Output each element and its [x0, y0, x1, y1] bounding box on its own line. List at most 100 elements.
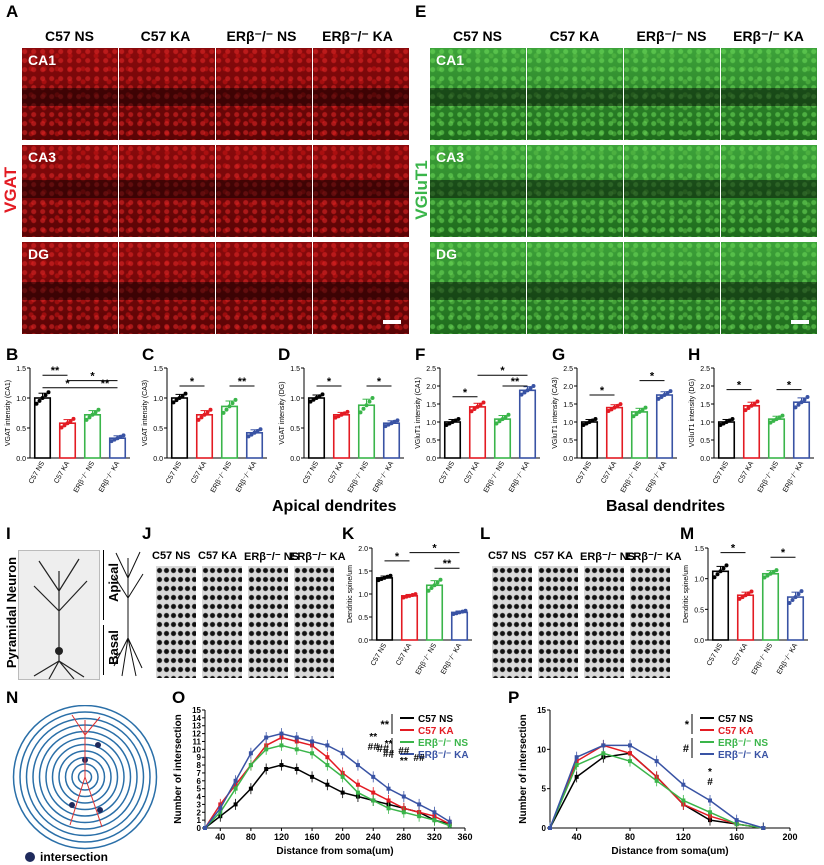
data-point — [771, 569, 776, 574]
basal-dendrite-image-0 — [492, 566, 532, 678]
data-point — [740, 595, 745, 600]
bar — [443, 421, 462, 459]
data-point — [93, 410, 98, 415]
series-point — [371, 798, 376, 803]
vglut1-region-label: CA3 — [436, 149, 465, 165]
y-tick-label: 1.0 — [700, 420, 710, 427]
data-point — [746, 405, 751, 410]
data-point — [500, 417, 505, 422]
y-axis-label: VGluT1 intensity (CA1) — [415, 377, 422, 449]
x-tick-label: C57 NS — [712, 460, 730, 485]
series-point — [355, 782, 360, 787]
series-point — [681, 782, 686, 787]
series-point — [340, 774, 345, 779]
data-point — [765, 573, 770, 578]
y-tick-label: 0.0 — [426, 456, 436, 463]
data-point — [796, 592, 801, 597]
bar — [307, 397, 326, 459]
y-tick-label: 2.5 — [426, 366, 436, 373]
data-point — [749, 403, 754, 408]
data-point — [796, 402, 801, 407]
data-point — [311, 397, 316, 402]
series-point — [264, 735, 269, 740]
y-tick-label: 1.5 — [426, 402, 436, 409]
y-tick-label: 0.5 — [694, 607, 704, 614]
chart-h: 0.0 0.5 1.0 1.5 2.0 2.5 VGluT1 intensity (DG) C… — [689, 366, 814, 494]
data-point — [364, 403, 369, 408]
data-point — [774, 568, 779, 573]
x-tick-label: C57 KA — [600, 460, 618, 485]
data-point — [43, 393, 48, 398]
data-point — [478, 402, 483, 407]
y-tick-label: 0.0 — [16, 456, 26, 463]
x-tick-label: C57 NS — [706, 642, 724, 667]
y-tick-label: 1.0 — [16, 396, 26, 403]
panel-label-p: P — [508, 688, 520, 707]
y-tick-label: 2.0 — [426, 384, 436, 391]
data-point — [379, 577, 384, 582]
y-tick-label: 1.0 — [694, 577, 704, 584]
data-point — [712, 575, 717, 580]
data-point — [401, 595, 406, 600]
data-point — [668, 389, 673, 394]
data-point — [472, 407, 477, 412]
significance-label: ## — [377, 743, 389, 755]
x-tick-label: 160 — [305, 832, 320, 842]
vglut1-ca1-1 — [527, 48, 623, 140]
series-point — [654, 778, 659, 783]
data-point — [429, 586, 434, 591]
y-tick-label: 1.0 — [290, 396, 300, 403]
vgat-region-label: CA3 — [28, 149, 57, 165]
data-point — [656, 396, 661, 401]
series-point — [432, 818, 437, 823]
y-tick-label: 12 — [192, 730, 201, 739]
apical-dendrite-image-3 — [294, 566, 334, 678]
vgat-region-label: CA1 — [28, 52, 57, 68]
y-tick-label: 8 — [197, 761, 202, 770]
series-point — [325, 763, 330, 768]
bar — [767, 418, 786, 459]
bar — [382, 422, 401, 459]
y-tick-label: 7 — [197, 769, 202, 778]
data-point — [752, 401, 757, 406]
series-point — [417, 814, 422, 819]
y-tick-label: 1.0 — [426, 420, 436, 427]
data-point — [456, 416, 461, 421]
legend-entry: ERβ⁻/⁻ KA — [718, 750, 769, 761]
significance-label: ** — [238, 376, 247, 388]
vglut1-ca3-2 — [624, 145, 720, 237]
x-tick-label: ERβ⁻/⁻ KA — [235, 460, 258, 494]
significance-label: * — [463, 387, 468, 399]
y-axis-label: Dendritic spine/um — [683, 565, 690, 623]
data-point — [609, 407, 614, 412]
series-point — [294, 767, 299, 771]
series-point — [325, 782, 330, 787]
data-point — [317, 394, 322, 399]
data-point — [793, 405, 798, 410]
data-point — [793, 595, 798, 600]
series-point — [574, 755, 579, 760]
basal-dendrite-header-2: ERβ⁻/⁻ NS — [580, 551, 635, 563]
data-point — [506, 412, 511, 417]
x-tick-label: ERβ⁻/⁻ KA — [98, 460, 121, 494]
series-point — [233, 802, 238, 807]
series-point — [340, 751, 345, 756]
data-point — [407, 593, 412, 598]
scale-bar — [791, 320, 809, 324]
legend-entry: C57 KA — [418, 726, 454, 737]
x-tick-label: ERβ⁻/⁻ KA — [508, 460, 531, 494]
series-point — [325, 743, 330, 748]
data-point — [481, 400, 486, 405]
bar — [518, 389, 537, 459]
data-point — [618, 402, 623, 407]
data-point — [665, 391, 670, 396]
significance-label: ## — [414, 753, 426, 764]
x-tick-label: 280 — [396, 832, 411, 842]
data-point — [68, 419, 73, 424]
significance-label: ## — [398, 746, 410, 757]
significance-label: ** — [369, 732, 377, 743]
legend-entry: ERβ⁻/⁻ KA — [418, 750, 469, 761]
pyramidal-neuron-image — [18, 550, 100, 680]
y-tick-label: 0.0 — [694, 638, 704, 645]
data-point — [202, 412, 207, 417]
